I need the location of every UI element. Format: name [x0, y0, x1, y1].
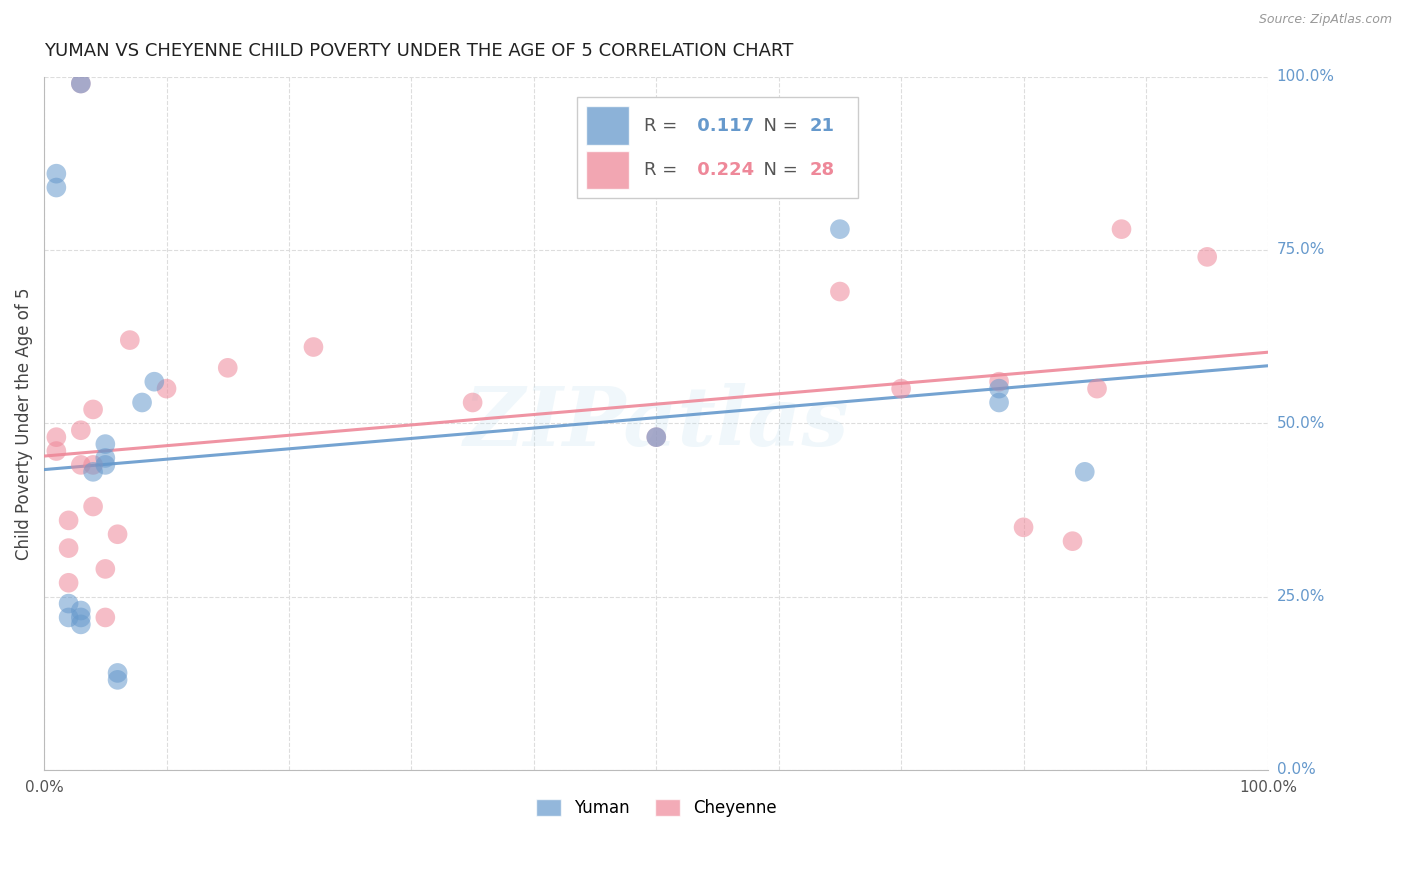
- Point: [828, 222, 851, 236]
- Point: [45, 167, 67, 181]
- Point: [82, 458, 104, 472]
- Point: [69, 458, 91, 472]
- Point: [94, 458, 117, 472]
- Point: [94, 450, 117, 465]
- Text: Source: ZipAtlas.com: Source: ZipAtlas.com: [1258, 13, 1392, 27]
- Point: [58, 541, 80, 555]
- Text: R =: R =: [644, 161, 683, 178]
- FancyBboxPatch shape: [586, 106, 630, 145]
- Text: 0.224: 0.224: [690, 161, 754, 178]
- Point: [1111, 222, 1133, 236]
- Point: [82, 402, 104, 417]
- Point: [645, 430, 668, 444]
- Point: [1012, 520, 1035, 534]
- Point: [461, 395, 484, 409]
- Point: [143, 375, 166, 389]
- Point: [94, 610, 117, 624]
- Point: [82, 500, 104, 514]
- Text: 75.0%: 75.0%: [1277, 243, 1324, 258]
- Text: N =: N =: [752, 161, 803, 178]
- Point: [1074, 465, 1097, 479]
- Point: [988, 382, 1011, 396]
- Point: [45, 430, 67, 444]
- Text: N =: N =: [752, 117, 803, 135]
- Text: 28: 28: [810, 161, 834, 178]
- FancyBboxPatch shape: [586, 151, 630, 189]
- Text: ZIPatlas: ZIPatlas: [464, 384, 849, 463]
- Point: [988, 375, 1011, 389]
- Point: [69, 617, 91, 632]
- Text: 0.117: 0.117: [690, 117, 754, 135]
- Text: 100.0%: 100.0%: [1277, 69, 1334, 84]
- Y-axis label: Child Poverty Under the Age of 5: Child Poverty Under the Age of 5: [15, 287, 32, 559]
- Point: [69, 610, 91, 624]
- Point: [1085, 382, 1108, 396]
- Text: 50.0%: 50.0%: [1277, 416, 1324, 431]
- Point: [107, 673, 129, 687]
- Point: [217, 360, 239, 375]
- Point: [69, 77, 91, 91]
- Point: [988, 395, 1011, 409]
- Point: [45, 444, 67, 458]
- Point: [107, 665, 129, 680]
- Text: 25.0%: 25.0%: [1277, 589, 1324, 604]
- Point: [69, 77, 91, 91]
- Text: R =: R =: [644, 117, 683, 135]
- Point: [58, 513, 80, 527]
- Point: [828, 285, 851, 299]
- Point: [107, 527, 129, 541]
- Point: [890, 382, 912, 396]
- Point: [82, 465, 104, 479]
- Point: [94, 437, 117, 451]
- FancyBboxPatch shape: [576, 97, 858, 198]
- Text: 0.0%: 0.0%: [1277, 763, 1316, 778]
- Legend: Yuman, Cheyenne: Yuman, Cheyenne: [529, 793, 783, 824]
- Point: [1062, 534, 1084, 549]
- Point: [58, 575, 80, 590]
- Point: [155, 382, 177, 396]
- Point: [45, 180, 67, 194]
- Point: [131, 395, 153, 409]
- Point: [1197, 250, 1219, 264]
- Point: [302, 340, 325, 354]
- Point: [69, 603, 91, 617]
- Text: YUMAN VS CHEYENNE CHILD POVERTY UNDER THE AGE OF 5 CORRELATION CHART: YUMAN VS CHEYENNE CHILD POVERTY UNDER TH…: [44, 42, 793, 60]
- Point: [645, 430, 668, 444]
- Point: [94, 562, 117, 576]
- Text: 21: 21: [810, 117, 834, 135]
- Point: [58, 610, 80, 624]
- Point: [58, 597, 80, 611]
- Point: [69, 423, 91, 437]
- Point: [118, 333, 141, 347]
